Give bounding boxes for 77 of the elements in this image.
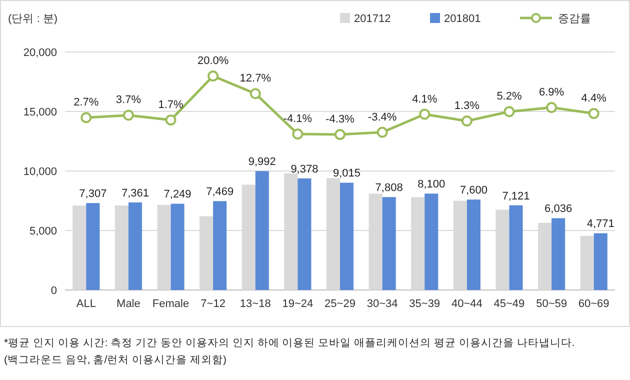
point xyxy=(334,128,346,140)
point xyxy=(461,115,472,126)
y-tick-label: 5,000 xyxy=(29,226,57,238)
data-label: 9,015 xyxy=(333,168,361,180)
x-tick-label: 35~39 xyxy=(409,298,440,310)
data-label: 12.7% xyxy=(240,72,272,85)
bar xyxy=(213,201,227,290)
bar xyxy=(255,171,269,290)
x-tick-label: 50~59 xyxy=(536,298,567,310)
data-label: 9,378 xyxy=(290,163,318,176)
bar xyxy=(382,197,396,290)
x-tick-label: 60~69 xyxy=(578,298,610,310)
data-label: 7,121 xyxy=(502,190,530,202)
y-tick-label: 15,000 xyxy=(23,106,57,118)
bar xyxy=(580,236,594,290)
x-tick-label: 40~44 xyxy=(451,298,482,310)
bar xyxy=(86,203,100,290)
point xyxy=(376,126,388,138)
bar xyxy=(340,182,354,290)
data-label: 7,469 xyxy=(206,186,234,198)
data-label: 7,808 xyxy=(375,182,403,194)
legend-label: 201712 xyxy=(354,13,391,25)
x-tick-label: ALL xyxy=(76,298,96,310)
data-label: 2.7% xyxy=(74,96,99,109)
bar xyxy=(509,205,523,290)
bar xyxy=(466,200,480,290)
text: *평균 인지 이용 시간: 측정 기간 동안 이용자의 인지 하에 이용된 모바일 애플리케이션의 평균 이용시간을 나타냅니다. xyxy=(4,337,575,349)
legend-label: 증감률 xyxy=(558,13,591,25)
y-axis-title: (단위 : 분) xyxy=(8,13,58,25)
y-tick-label: 10,000 xyxy=(23,166,57,178)
data-label: -4.1% xyxy=(283,112,312,125)
y-tick-label: 0 xyxy=(50,285,57,297)
point xyxy=(165,114,176,126)
bar xyxy=(298,178,312,290)
text: (백그라운드 음악, 홈/런처 이용시간을 제외함) xyxy=(4,354,226,366)
x-tick-label: 25~29 xyxy=(324,298,356,310)
bar xyxy=(170,204,184,290)
point xyxy=(122,110,134,121)
point xyxy=(292,128,304,140)
data-label: 7,249 xyxy=(164,188,192,201)
bar xyxy=(552,218,566,290)
data-label: 1.3% xyxy=(454,100,480,112)
x-tick-label: 30~34 xyxy=(366,298,398,310)
bar xyxy=(594,233,608,290)
point xyxy=(419,108,430,120)
data-label: 4,771 xyxy=(586,218,614,230)
data-label: -4.3% xyxy=(326,113,355,126)
point xyxy=(250,88,261,100)
data-label: 8,100 xyxy=(418,178,446,191)
point xyxy=(80,112,92,124)
data-label: 6,036 xyxy=(544,203,572,216)
x-tick-label: Female xyxy=(152,298,190,310)
point xyxy=(504,106,515,118)
data-label: 5.2% xyxy=(496,90,522,103)
point xyxy=(588,108,600,120)
x-tick-label: 7~12 xyxy=(200,298,226,310)
data-label: 20.0% xyxy=(197,55,229,68)
bar xyxy=(128,202,142,290)
point xyxy=(208,70,219,82)
bar xyxy=(424,194,438,290)
data-label: 3.7% xyxy=(116,94,142,106)
data-label: 1.7% xyxy=(158,99,184,112)
legend-label: 201801 xyxy=(444,13,481,25)
data-label: 9,992 xyxy=(248,156,276,168)
x-tick-label: 19~24 xyxy=(282,298,314,310)
data-label: -3.4% xyxy=(368,111,397,124)
data-label: 7,361 xyxy=(121,187,149,200)
data-label: 7,307 xyxy=(79,188,107,200)
y-tick-label: 20,000 xyxy=(23,47,57,59)
x-tick-label: 45~49 xyxy=(494,298,525,310)
point xyxy=(546,102,558,114)
data-label: 7,600 xyxy=(460,184,488,197)
data-label: 4.1% xyxy=(412,93,438,106)
data-label: 4.4% xyxy=(581,92,607,105)
x-tick-label: Male xyxy=(116,298,140,310)
x-tick-label: 13~18 xyxy=(240,298,271,310)
data-label: 6.9% xyxy=(539,86,564,99)
